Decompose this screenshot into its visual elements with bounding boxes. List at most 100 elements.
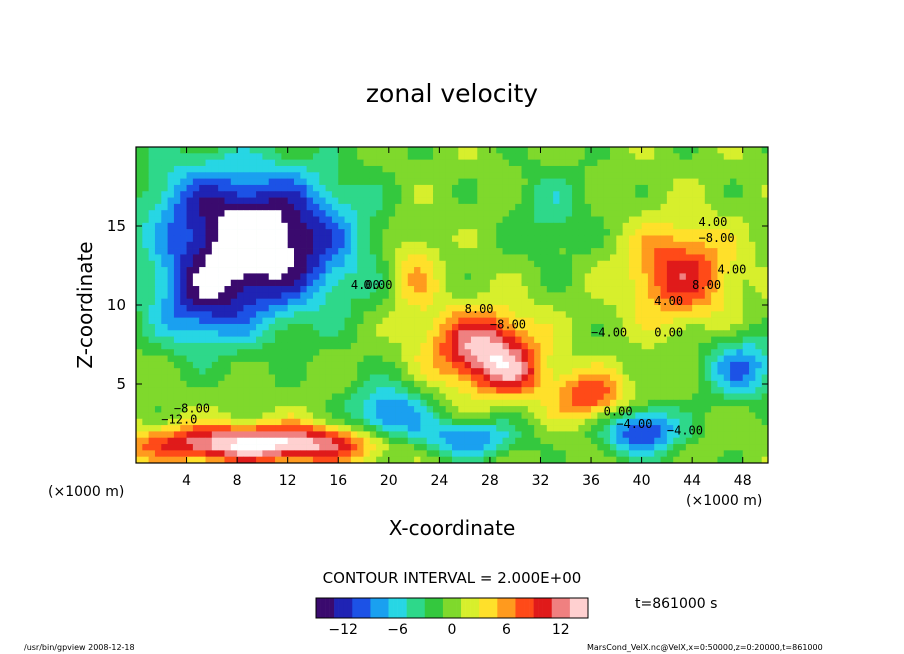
heatmap-cell (344, 292, 352, 299)
heatmap-cell (136, 292, 143, 299)
heatmap-cell (730, 147, 737, 154)
heatmap-cell (154, 393, 162, 401)
heatmap-cell (224, 248, 232, 255)
heatmap-cell (287, 330, 295, 337)
heatmap-cell (382, 191, 390, 198)
heatmap-cell (711, 267, 718, 274)
heatmap-cell (616, 279, 623, 287)
heatmap-cell (268, 147, 276, 154)
heatmap-cell (401, 178, 409, 186)
heatmap-cell (458, 159, 465, 167)
heatmap-cell (445, 456, 453, 463)
heatmap-cell (483, 349, 491, 356)
heatmap-cell (249, 437, 257, 445)
heatmap-cell (148, 406, 156, 413)
heatmap-cell (673, 147, 680, 154)
heatmap-cell (192, 380, 200, 388)
heatmap-cell (717, 336, 725, 344)
heatmap-cell (395, 387, 402, 394)
heatmap-cell (294, 349, 301, 356)
heatmap-cell (262, 260, 270, 268)
heatmap-cell (211, 330, 219, 337)
heatmap-cell (154, 241, 162, 249)
heatmap-cell (647, 380, 655, 388)
heatmap-cell (553, 273, 560, 281)
heatmap-cell (679, 336, 687, 344)
heatmap-cell (211, 317, 219, 325)
heatmap-cell (508, 279, 516, 287)
heatmap-cell (281, 444, 288, 451)
heatmap-cell (161, 406, 168, 413)
heatmap-cell (546, 159, 554, 167)
heatmap-cell (401, 165, 409, 173)
heatmap-cell (154, 178, 162, 186)
heatmap-cell (344, 210, 352, 217)
heatmap-cell (142, 355, 149, 363)
heatmap-cell (275, 292, 282, 299)
heatmap-cell (344, 437, 352, 445)
heatmap-cell (692, 248, 699, 255)
heatmap-cell (344, 450, 352, 457)
heatmap-cell (584, 311, 592, 318)
heatmap-cell (382, 317, 390, 325)
heatmap-cell (294, 147, 301, 154)
heatmap-cell (572, 222, 579, 230)
heatmap-cell (723, 418, 731, 426)
heatmap-cell (224, 431, 232, 439)
heatmap-cell (312, 248, 320, 255)
heatmap-cell (173, 216, 181, 224)
heatmap-cell (331, 323, 339, 331)
heatmap-cell (692, 342, 699, 350)
heatmap-cell (515, 222, 522, 230)
heatmap-cell (224, 241, 232, 249)
heatmap-cell (502, 210, 510, 217)
heatmap-cell (262, 254, 270, 262)
heatmap-cell (287, 418, 295, 426)
heatmap-cell (420, 380, 428, 388)
heatmap-cell (161, 393, 168, 401)
heatmap-cell (237, 241, 244, 249)
heatmap-cell (761, 342, 768, 350)
heatmap-cell (496, 248, 503, 255)
heatmap-cell (420, 273, 428, 281)
heatmap-cell (167, 222, 175, 230)
heatmap-cell (565, 380, 573, 388)
heatmap-cell (224, 425, 232, 432)
heatmap-cell (426, 406, 434, 413)
heatmap-cell (186, 279, 194, 287)
heatmap-cell (717, 298, 725, 306)
heatmap-cell (167, 159, 175, 167)
heatmap-cell (553, 342, 560, 350)
heatmap-cell (553, 361, 560, 369)
heatmap-cell (161, 450, 168, 457)
heatmap-cell (692, 361, 699, 369)
heatmap-cell (338, 235, 345, 243)
heatmap-cell (515, 456, 522, 463)
heatmap-cell (243, 298, 251, 306)
heatmap-cell (154, 191, 162, 198)
heatmap-cell (287, 317, 295, 325)
heatmap-cell (515, 286, 522, 293)
heatmap-cell (723, 406, 731, 413)
heatmap-cell (742, 197, 750, 205)
heatmap-cell (211, 349, 219, 356)
heatmap-cell (433, 292, 440, 299)
heatmap-cell (572, 235, 579, 243)
heatmap-cell (420, 260, 428, 268)
heatmap-cell (603, 197, 611, 205)
heatmap-cell (717, 153, 725, 160)
heatmap-cell (224, 406, 232, 413)
heatmap-cell (148, 254, 156, 262)
heatmap-cell (395, 184, 402, 192)
heatmap-cell (199, 248, 206, 255)
heatmap-cell (382, 210, 390, 217)
heatmap-cell (553, 431, 560, 439)
heatmap-cell (167, 153, 175, 160)
heatmap-cell (300, 254, 307, 262)
heatmap-cell (325, 197, 333, 205)
heatmap-cell (458, 222, 465, 230)
heatmap-cell (584, 222, 592, 230)
heatmap-cell (224, 279, 232, 287)
heatmap-cell (325, 260, 333, 268)
heatmap-cell (256, 361, 263, 369)
